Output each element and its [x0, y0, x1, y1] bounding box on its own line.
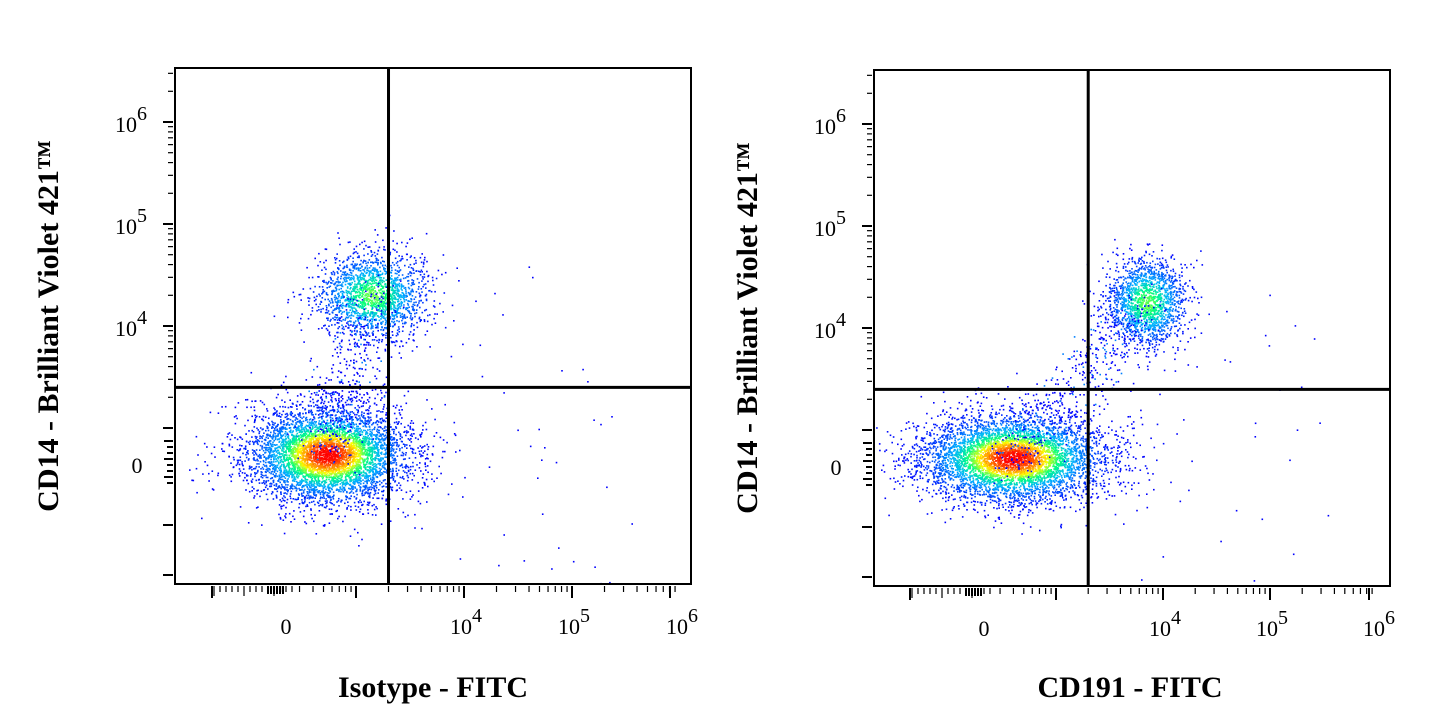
x-tick-label: 0	[281, 614, 292, 639]
y-axis-title: CD14 - Brilliant Violet 421™	[731, 142, 764, 514]
x-tick-label: 104	[450, 605, 482, 639]
y-axis-title: CD14 - Brilliant Violet 421™	[32, 140, 65, 512]
x-tick-label: 106	[1363, 607, 1395, 641]
y-axis-ticks	[163, 72, 173, 576]
y-tick-label: 105	[115, 205, 147, 239]
x-axis-ticks	[909, 588, 1373, 600]
y-axis-ticks	[862, 74, 872, 578]
x-tick-label: 104	[1149, 607, 1181, 641]
event-dots	[874, 238, 1330, 582]
x-axis-title: Isotype - FITC	[338, 671, 528, 704]
y-tick-label: 104	[115, 307, 147, 341]
x-axis-title: CD191 - FITC	[1038, 671, 1223, 704]
event-dots	[189, 214, 633, 584]
left-dot-plot-panel: 0 104 105 106 0 104 105 106 Isotype - FITC CD14 -…	[32, 67, 698, 704]
x-tick-label: 105	[558, 605, 590, 639]
x-tick-label: 0	[979, 616, 990, 641]
y-tick-label: 106	[115, 103, 147, 137]
y-tick-label: 106	[814, 105, 846, 139]
plot-frame	[873, 69, 1391, 587]
y-tick-label: 104	[814, 309, 846, 343]
plot-frame	[174, 67, 692, 585]
y-tick-label: 0	[831, 455, 842, 480]
y-tick-label: 0	[132, 453, 143, 478]
right-dot-plot-panel: 0 104 105 106 0 104 105 106 CD191 - FITC CD14 - B…	[731, 69, 1395, 704]
x-tick-label: 105	[1256, 607, 1288, 641]
y-tick-label: 105	[814, 207, 846, 241]
x-axis-ticks	[211, 586, 676, 598]
x-tick-label: 106	[666, 605, 698, 639]
